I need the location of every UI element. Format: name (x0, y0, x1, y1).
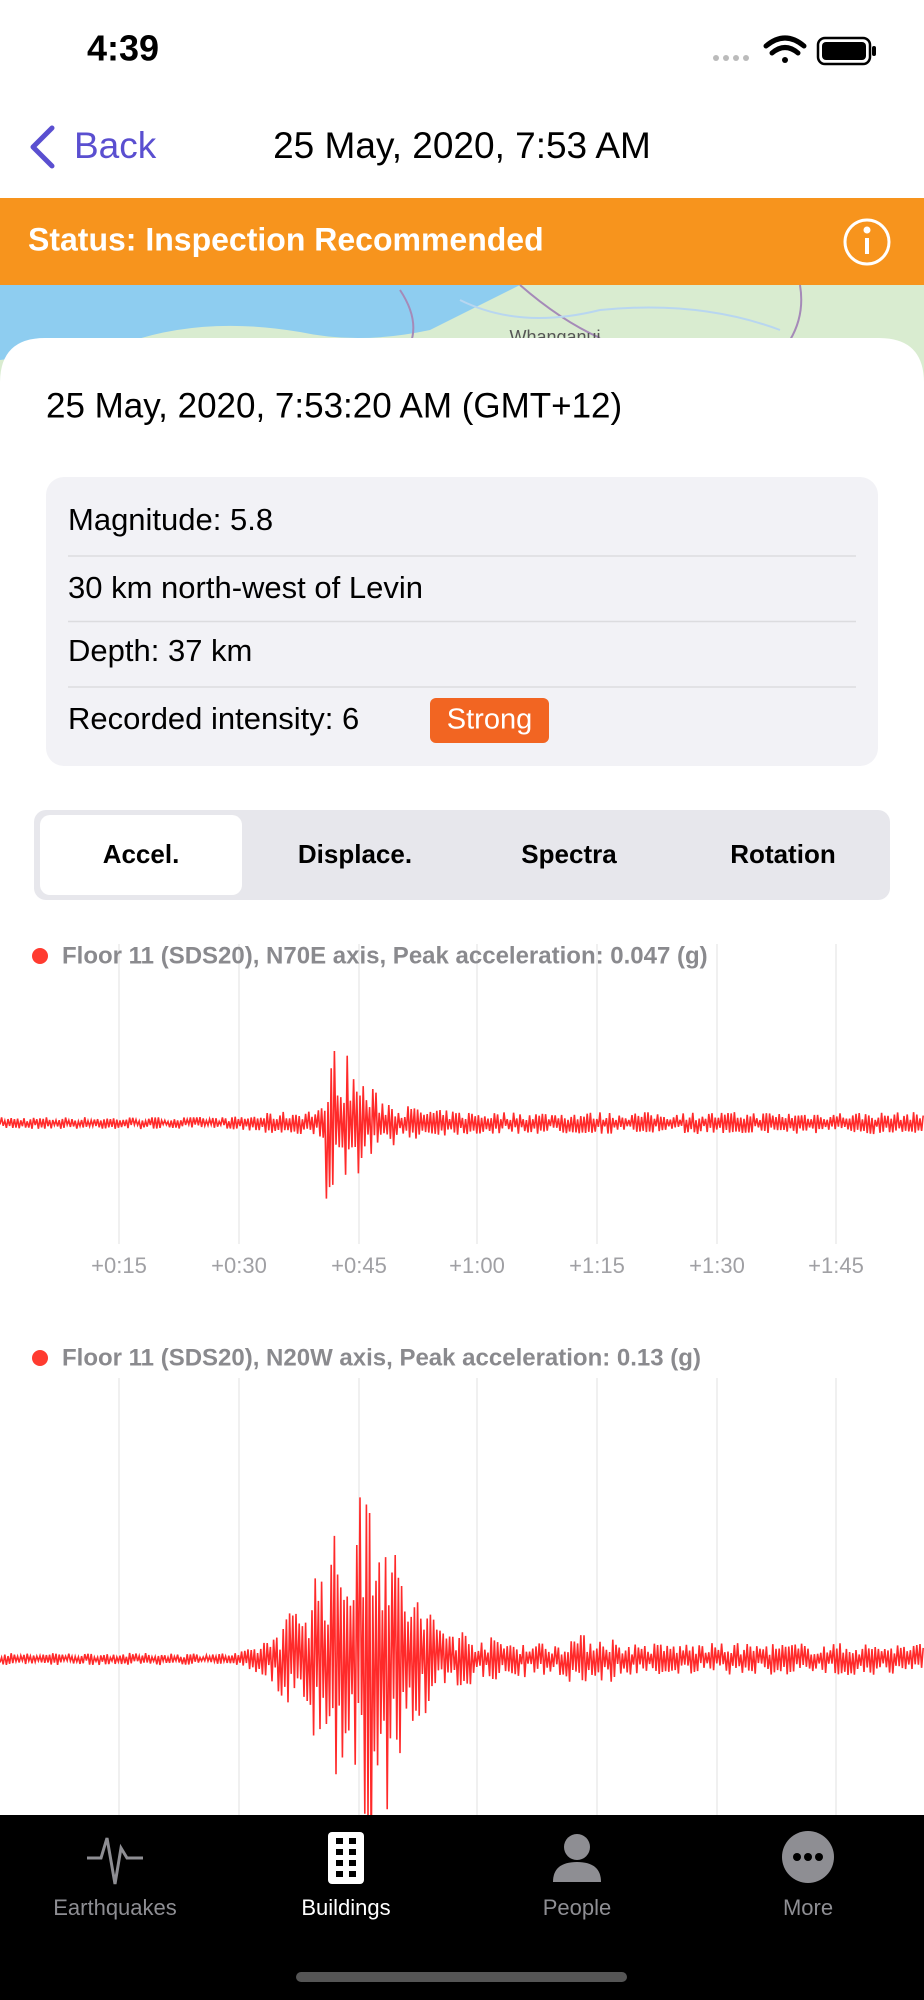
segment-label[interactable]: Spectra (521, 839, 617, 869)
tab-label: Buildings (301, 1895, 390, 1920)
home-indicator (296, 1972, 627, 1982)
detail-row: Depth: 37 km (68, 633, 252, 668)
tab-icon-dot (804, 1853, 812, 1861)
tab-icon-dot (815, 1853, 823, 1861)
waveform-chart: Floor 11 (SDS20), N70E axis, Peak accele… (0, 942, 924, 1278)
status-time: 4:39 (87, 28, 159, 69)
tab-icon (87, 1837, 143, 1885)
tab-item[interactable]: People (543, 1834, 612, 1920)
waveform (0, 1050, 924, 1199)
tab-icon-window (336, 1871, 343, 1877)
tab-item[interactable]: More (782, 1831, 834, 1920)
tab-item[interactable]: Earthquakes (53, 1837, 177, 1920)
wifi-icon (763, 35, 807, 63)
time-label: +0:45 (331, 1253, 387, 1278)
detail-row: Recorded intensity: 6 (68, 701, 359, 736)
tab-icon-window (349, 1849, 356, 1855)
signal-icon (713, 55, 749, 61)
time-label: +1:00 (449, 1253, 505, 1278)
tab-icon-window (349, 1871, 356, 1877)
legend-dot (32, 1350, 48, 1366)
chart-caption: Floor 11 (SDS20), N70E axis, Peak accele… (62, 942, 708, 969)
intensity-badge (430, 698, 549, 743)
chart-caption: Floor 11 (SDS20), N20W axis, Peak accele… (62, 1344, 701, 1371)
time-label: +0:15 (91, 1253, 147, 1278)
tab-icon-window (336, 1849, 343, 1855)
tab-icon (328, 1832, 364, 1884)
segment-label[interactable]: Rotation (730, 839, 835, 869)
tab-icon-dot (793, 1853, 801, 1861)
tab-bar (0, 1815, 924, 2000)
tab-icon (553, 1862, 601, 1882)
tab-icon-window (336, 1838, 343, 1844)
tab-label: More (783, 1895, 833, 1920)
legend-dot (32, 948, 48, 964)
detail-row: Magnitude: 5.8 (68, 502, 273, 537)
status-banner (0, 198, 924, 285)
segment-label[interactable]: Accel. (103, 839, 180, 869)
waveform (0, 1497, 924, 1815)
nav-title: 25 May, 2020, 7:53 AM (273, 125, 651, 166)
event-datetime: 25 May, 2020, 7:53:20 AM (GMT+12) (46, 386, 622, 425)
back-label[interactable]: Back (74, 125, 157, 166)
tab-icon-window (336, 1860, 343, 1866)
back-button[interactable]: Back (30, 125, 157, 169)
detail-row: 30 km north-west of Levin (68, 570, 423, 605)
tab-icon-window (349, 1860, 356, 1866)
time-label: +1:30 (689, 1253, 745, 1278)
info-button[interactable] (843, 218, 891, 266)
tab-item[interactable]: Buildings (301, 1832, 391, 1920)
status-text: Status: Inspection Recommended (28, 221, 544, 257)
back-chevron (30, 125, 55, 169)
battery-icon (816, 36, 876, 66)
waveform-chart: Floor 11 (SDS20), N20W axis, Peak accele… (0, 1344, 924, 1815)
intensity-badge-label: Strong (447, 704, 532, 736)
tab-icon (564, 1834, 590, 1860)
time-label: +1:15 (569, 1253, 625, 1278)
time-label: +1:45 (808, 1253, 864, 1278)
tab-icon-window (349, 1838, 356, 1844)
segment-selected (40, 815, 242, 895)
segment-label[interactable]: Displace. (298, 839, 412, 869)
tab-label: Earthquakes (53, 1895, 177, 1920)
segmented-control (34, 810, 890, 900)
tab-label: People (543, 1895, 612, 1920)
time-label: +0:30 (211, 1253, 267, 1278)
